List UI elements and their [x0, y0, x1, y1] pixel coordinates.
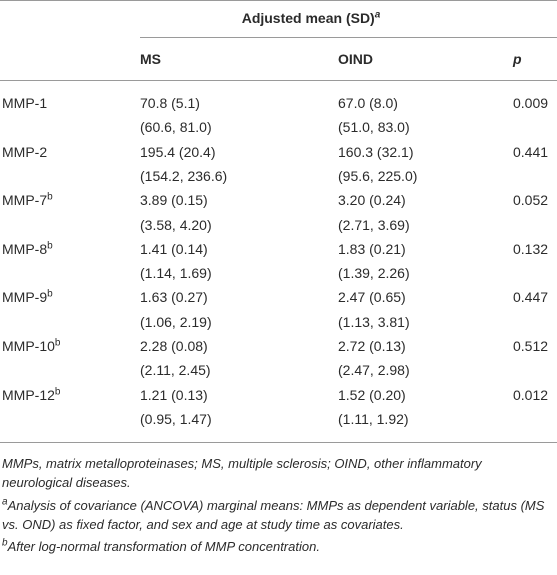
row-label-text: MMP-12	[2, 386, 55, 403]
row-label: MMP-8b	[2, 240, 53, 258]
column-header: p	[513, 51, 522, 67]
ms-mean: 1.41 (0.14)	[140, 240, 208, 257]
row-label: MMP-2	[2, 143, 47, 161]
ms-ci: (60.6, 81.0)	[140, 119, 212, 136]
footnote-mark-text: b	[2, 537, 8, 549]
ms-ci: (0.95, 1.47)	[140, 410, 212, 427]
footnote-mark: b	[47, 289, 53, 300]
p-value: 0.447	[513, 289, 549, 306]
rule	[0, 0, 557, 1]
oind-mean: 2.72 (0.13)	[338, 338, 406, 354]
ms-ci: (3.58, 4.20)	[140, 216, 212, 233]
oind-mean: 67.0 (8.0)	[338, 95, 398, 111]
ms-ci: (154.2, 236.6)	[140, 167, 228, 184]
row-label: MMP-9b	[2, 288, 53, 306]
footnote-text: Analysis of covariance (ANCOVA) marginal…	[2, 498, 545, 532]
oind-mean: 1.83 (0.21)	[338, 240, 406, 257]
ms-mean: 70.8 (5.1)	[140, 95, 200, 111]
oind-ci: (1.11, 1.92)	[338, 410, 409, 427]
footnote-mark: b	[47, 240, 53, 251]
footnote-text: After log-normal transformation of MMP c…	[7, 539, 320, 554]
ms-mean: 195.4 (20.4)	[140, 143, 216, 160]
p-value: 0.012	[513, 386, 549, 403]
footnote: MMPs, matrix metalloproteinases; MS, mul…	[2, 454, 552, 492]
row-label-text: MMP-8	[2, 240, 48, 257]
oind-ci: (1.13, 3.81)	[338, 313, 410, 330]
rule	[0, 80, 557, 81]
footnote-text: MMPs, matrix metalloproteinases; MS, mul…	[2, 456, 482, 490]
footnote-mark-text: a	[2, 496, 8, 508]
rule	[0, 442, 557, 443]
oind-mean: 160.3 (32.1)	[338, 143, 414, 160]
row-label-text: MMP-7	[2, 192, 48, 209]
oind-ci: (2.71, 3.69)	[338, 216, 410, 233]
row-label-text: MMP-9	[2, 289, 48, 306]
row-label-text: MMP-2	[2, 143, 48, 160]
footnote: aAnalysis of covariance (ANCOVA) margina…	[2, 496, 552, 534]
ms-ci: (1.06, 2.19)	[140, 313, 212, 330]
oind-ci: (51.0, 83.0)	[338, 119, 410, 136]
footnote-mark-text: b	[47, 191, 53, 203]
ms-ci: (1.14, 1.69)	[140, 265, 212, 282]
column-header: OIND	[338, 51, 373, 67]
column-header: MS	[140, 51, 161, 67]
p-value: 0.132	[513, 240, 549, 257]
p-value: 0.009	[513, 95, 549, 111]
p-value: 0.441	[513, 143, 549, 160]
footnote: bAfter log-normal transformation of MMP …	[2, 537, 552, 556]
group-title: Adjusted mean (SD)	[241, 10, 375, 26]
row-label: MMP-7b	[2, 191, 53, 209]
footnote-mark-text: b	[47, 288, 53, 300]
oind-ci: (2.47, 2.98)	[338, 362, 410, 379]
row-label: MMP-10b	[2, 337, 60, 355]
oind-mean: 2.47 (0.65)	[338, 289, 406, 306]
ms-ci: (2.11, 2.45)	[140, 362, 211, 379]
footnote-mark-text: b	[47, 240, 53, 252]
ms-mean: 2.28 (0.08)	[140, 338, 208, 354]
footnote-mark: b	[2, 538, 8, 549]
group-header: Adjusted mean (SD)a	[0, 9, 557, 27]
row-label: MMP-1	[2, 94, 47, 112]
footnote-mark: a	[374, 9, 381, 21]
footnote-mark-text: b	[54, 385, 61, 397]
footnote-mark: b	[55, 386, 61, 397]
row-label-text: MMP-10	[2, 338, 55, 354]
oind-ci: (1.39, 2.26)	[338, 265, 410, 282]
oind-mean: 3.20 (0.24)	[338, 192, 406, 209]
rule	[140, 37, 557, 38]
row-label-text: MMP-1	[2, 95, 48, 111]
footnote-mark: b	[47, 192, 53, 203]
ms-mean: 1.63 (0.27)	[140, 289, 208, 306]
oind-mean: 1.52 (0.20)	[338, 386, 406, 403]
p-value: 0.052	[513, 192, 549, 209]
oind-ci: (95.6, 225.0)	[338, 167, 418, 184]
row-label: MMP-12b	[2, 386, 60, 404]
footnote-mark: b	[55, 337, 61, 348]
footnote-mark: a	[2, 497, 8, 508]
ms-mean: 1.21 (0.13)	[140, 386, 208, 403]
ms-mean: 3.89 (0.15)	[140, 192, 208, 209]
p-value: 0.512	[513, 338, 549, 354]
footnote-mark-text: b	[54, 337, 61, 349]
